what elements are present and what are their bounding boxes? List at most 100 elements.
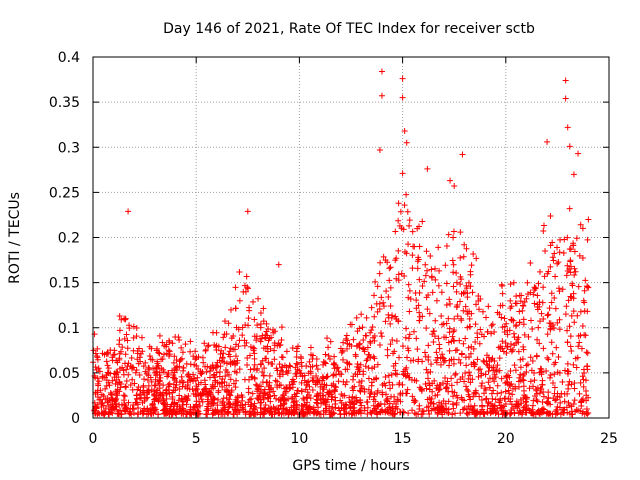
data-point (435, 387, 442, 394)
data-point (130, 323, 137, 330)
data-point (434, 382, 441, 389)
data-point (517, 356, 524, 363)
data-point (137, 350, 144, 357)
data-point (559, 286, 566, 293)
data-point (406, 222, 413, 229)
data-point (107, 409, 114, 416)
data-point (120, 392, 127, 399)
data-point (537, 409, 544, 416)
data-point (498, 375, 505, 382)
data-point (544, 312, 551, 319)
data-point (255, 295, 262, 302)
data-point (547, 263, 554, 270)
data-point (104, 349, 111, 356)
data-point (378, 333, 385, 340)
data-point (412, 290, 419, 296)
data-point (518, 411, 525, 418)
data-point (403, 191, 410, 198)
data-point (393, 255, 400, 262)
data-point (303, 402, 310, 409)
data-point (342, 366, 349, 373)
data-point (221, 331, 228, 338)
data-point (324, 335, 331, 342)
data-point (566, 378, 573, 385)
data-point (236, 268, 243, 275)
data-point (261, 389, 268, 396)
data-point (409, 407, 416, 414)
data-point (292, 370, 299, 377)
data-point (453, 399, 460, 406)
data-point (419, 313, 426, 320)
data-point (373, 409, 380, 416)
data-point (169, 367, 176, 374)
data-point (405, 374, 412, 381)
data-point (225, 320, 232, 327)
data-point (260, 372, 267, 379)
data-point (443, 242, 450, 249)
data-point (579, 408, 586, 415)
data-point (170, 381, 177, 388)
data-point (464, 311, 471, 318)
data-point (476, 306, 483, 313)
data-point (374, 361, 381, 368)
data-point (462, 370, 469, 377)
data-point (493, 366, 500, 373)
data-point (566, 410, 573, 417)
data-point (519, 356, 526, 363)
data-point (466, 369, 473, 376)
data-point (223, 394, 230, 401)
data-point (221, 402, 228, 409)
data-point (454, 379, 461, 386)
data-point (167, 406, 174, 413)
data-point (283, 406, 290, 413)
data-point (143, 370, 150, 377)
data-point (450, 261, 457, 268)
data-point (247, 366, 254, 373)
data-point (435, 282, 442, 289)
data-point (156, 378, 163, 385)
data-point (241, 282, 248, 289)
data-point (369, 365, 376, 372)
data-point (427, 368, 434, 375)
data-point (489, 395, 496, 402)
data-point (166, 337, 173, 344)
axis-ticks: 0 5 10 15 20 25 0 0.05 0.1 0.15 0.2 0.25 0.3 0.35 0.4 (49, 50, 618, 447)
data-point (125, 399, 132, 406)
data-point (570, 361, 577, 368)
data-point (279, 371, 286, 378)
data-point (390, 411, 397, 418)
data-point (380, 299, 387, 306)
data-point (194, 411, 201, 418)
data-point (446, 325, 453, 332)
data-point (479, 380, 486, 387)
data-point (258, 335, 265, 342)
data-point (342, 401, 349, 408)
data-point (512, 300, 519, 307)
data-point (510, 279, 517, 286)
data-point (361, 407, 368, 414)
data-point (424, 369, 431, 376)
data-point (207, 364, 214, 371)
data-point (561, 398, 568, 405)
data-point (368, 327, 375, 334)
data-point (134, 356, 141, 363)
data-point (160, 369, 167, 376)
data-point (190, 353, 197, 360)
data-point (443, 280, 450, 287)
data-point (364, 344, 371, 351)
data-point (507, 341, 514, 348)
data-point (370, 396, 377, 403)
data-point (230, 346, 237, 353)
data-point (236, 366, 243, 373)
data-point (516, 308, 523, 315)
data-point (536, 340, 543, 347)
data-point (326, 355, 333, 362)
data-point (277, 402, 284, 409)
data-point (260, 396, 267, 403)
data-point (306, 383, 313, 390)
data-point (519, 307, 526, 314)
data-point (516, 319, 523, 326)
data-point (449, 257, 456, 264)
data-point (580, 383, 587, 390)
data-point (556, 249, 563, 256)
